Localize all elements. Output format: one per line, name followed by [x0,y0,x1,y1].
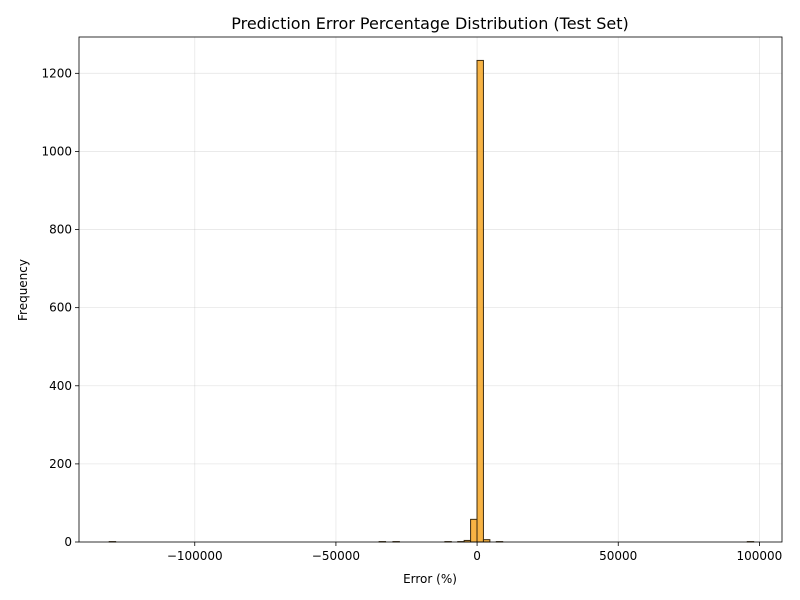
x-axis-label: Error (%) [403,572,457,586]
grid-layer [79,37,782,543]
y-tick-label: 600 [49,301,72,315]
y-axis-label: Frequency [16,259,30,321]
x-tick-label: −50000 [312,549,360,563]
x-tick-label: 0 [473,549,481,563]
histogram-bar [476,59,484,543]
y-axis-ticks: 0 200 400 600 800 1000 1200 [41,66,79,549]
bars-layer [108,59,755,543]
y-tick-label: 1200 [41,66,72,80]
y-tick-label: 0 [64,535,72,549]
chart-title: Prediction Error Percentage Distribution… [231,14,629,33]
y-tick-label: 800 [49,223,72,237]
y-tick-label: 1000 [41,144,72,158]
x-tick-label: −100000 [167,549,223,563]
histogram-bar [470,518,478,543]
x-axis-ticks: −100000 −50000 0 50000 100000 [167,542,783,563]
y-tick-label: 200 [49,457,72,471]
y-tick-label: 400 [49,379,72,393]
plot-frame [78,36,783,543]
x-tick-label: 100000 [737,549,783,563]
x-tick-label: 50000 [599,549,637,563]
